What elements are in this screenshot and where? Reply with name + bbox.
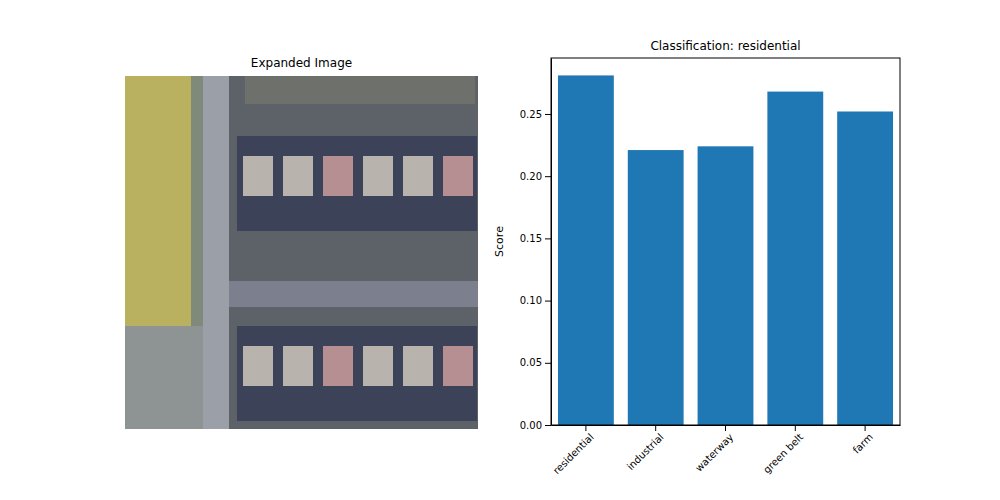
y-axis: 0.00 0.05 0.10 0.15 0.20 0.25 xyxy=(520,59,552,431)
y-tick-label: 0.00 xyxy=(520,420,542,431)
y-tick: 0.10 xyxy=(520,295,551,306)
x-tick: industrial xyxy=(625,425,666,472)
y-tick-mark xyxy=(545,114,551,115)
y-tick-mark xyxy=(545,425,551,426)
x-tick-label: farm xyxy=(851,431,875,455)
x-axis: residential industrial waterway green belt f… xyxy=(551,425,901,476)
y-tick: 0.00 xyxy=(520,420,551,431)
y-axis-title: Score xyxy=(493,226,506,257)
x-tick-mark xyxy=(655,425,656,431)
x-tick-mark xyxy=(725,425,726,431)
house-roof xyxy=(363,156,393,196)
house-roof xyxy=(363,346,393,386)
image-title: Expanded Image xyxy=(251,56,352,70)
house-shadow xyxy=(277,326,317,421)
field xyxy=(125,76,191,326)
house-shadow xyxy=(437,326,477,421)
house-shadow xyxy=(237,136,277,231)
chart-title: Classification: residential xyxy=(650,39,800,53)
bar xyxy=(837,111,893,425)
house-roof xyxy=(443,156,473,196)
house-shadow xyxy=(357,326,397,421)
bar xyxy=(767,92,823,425)
bar xyxy=(558,75,614,425)
house-shadow xyxy=(437,136,477,231)
y-tick-mark xyxy=(545,301,551,302)
house-roof xyxy=(443,346,473,386)
house-roof xyxy=(243,346,273,386)
plot-frame xyxy=(551,58,900,425)
house-shadow xyxy=(317,326,357,421)
house-shadow xyxy=(357,136,397,231)
house-roof xyxy=(403,346,433,386)
x-tick-label: residential xyxy=(551,431,596,476)
y-tick-label: 0.20 xyxy=(520,171,542,182)
side-road xyxy=(229,281,478,307)
y-tick-mark xyxy=(545,238,551,239)
bars xyxy=(558,75,893,425)
house-roof xyxy=(283,156,313,196)
house-roof xyxy=(243,156,273,196)
house-shadow xyxy=(397,136,437,231)
house-roof xyxy=(323,156,353,196)
bar xyxy=(698,146,754,425)
junction xyxy=(125,326,203,429)
gardens xyxy=(245,76,475,104)
y-tick-label: 0.10 xyxy=(520,295,542,306)
aerial-image xyxy=(125,76,478,429)
y-tick: 0.25 xyxy=(520,109,551,120)
house-shadow xyxy=(237,326,277,421)
y-tick-label: 0.25 xyxy=(520,109,542,120)
ground xyxy=(125,76,478,429)
x-tick: green belt xyxy=(761,425,805,475)
main-road xyxy=(203,76,229,429)
y-tick-label: 0.05 xyxy=(520,357,542,368)
y-tick-mark xyxy=(545,176,551,177)
x-tick-label: industrial xyxy=(625,431,666,472)
x-tick-label: waterway xyxy=(693,431,735,473)
house-shadow xyxy=(397,326,437,421)
x-tick-mark xyxy=(795,425,796,431)
y-tick: 0.05 xyxy=(520,357,551,368)
x-tick-mark xyxy=(585,425,586,431)
x-tick: residential xyxy=(551,425,596,476)
x-tick-mark xyxy=(865,425,866,431)
x-tick-label: green belt xyxy=(761,431,805,475)
y-tick-label: 0.15 xyxy=(520,233,542,244)
y-tick: 0.15 xyxy=(520,233,551,244)
house-roof xyxy=(403,156,433,196)
y-tick-mark xyxy=(545,363,551,364)
x-tick: waterway xyxy=(693,425,735,474)
house-roof xyxy=(283,346,313,386)
bar xyxy=(628,150,684,425)
house-shadow xyxy=(277,136,317,231)
figure: Expanded Image Classification: residentia… xyxy=(0,0,1000,500)
x-tick: farm xyxy=(851,425,875,456)
y-tick: 0.20 xyxy=(520,171,551,182)
house-shadow xyxy=(317,136,357,231)
house-roof xyxy=(323,346,353,386)
